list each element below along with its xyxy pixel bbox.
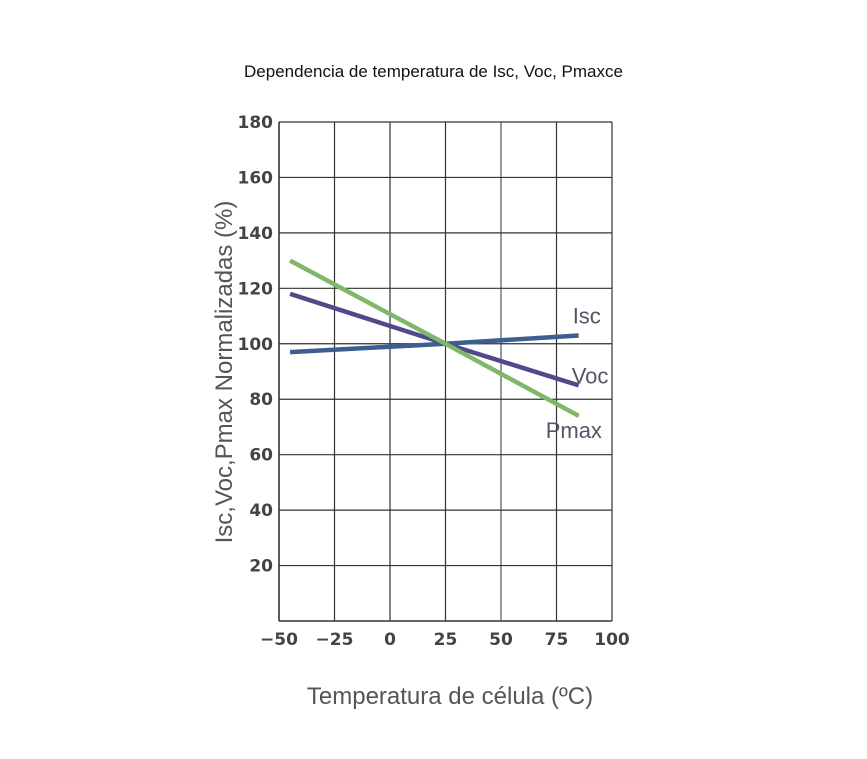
x-tick-label: 75 [545, 630, 569, 650]
series-lines [289, 258, 580, 418]
series-label-pmax: Pmax [546, 418, 602, 443]
grid [278, 121, 613, 622]
y-tick-label: 20 [249, 557, 273, 577]
x-tick-label: −50 [260, 630, 298, 650]
x-tick-label: 0 [384, 630, 396, 650]
series-label-isc: Isc [573, 303, 601, 328]
x-axis-label: Temperatura de célula (ºC) [307, 683, 593, 710]
x-axis-ticks: −50 −25 0 25 50 75 100 [260, 630, 630, 650]
x-tick-label: 25 [434, 630, 458, 650]
y-tick-label: 80 [249, 390, 273, 410]
chart-title: Dependencia de temperatura de Isc, Voc, … [244, 62, 623, 81]
x-tick-label: 50 [489, 630, 513, 650]
y-tick-label: 40 [249, 501, 273, 521]
series-labels: Isc Voc Pmax [546, 303, 609, 442]
y-tick-label: 60 [249, 446, 273, 466]
y-tick-label: 180 [238, 113, 274, 133]
y-tick-label: 160 [238, 168, 274, 188]
y-axis-ticks: 20 40 60 80 100 120 140 160 180 [238, 113, 274, 577]
y-tick-label: 120 [238, 279, 274, 299]
y-tick-label: 100 [238, 335, 274, 355]
y-axis-label: Isc,Voc,Pmax Normalizadas (%) [211, 201, 238, 544]
series-line-pmax [289, 258, 580, 418]
x-tick-label: 100 [594, 630, 630, 650]
series-label-voc: Voc [572, 363, 609, 388]
x-tick-label: −25 [316, 630, 354, 650]
y-tick-label: 140 [238, 224, 274, 244]
